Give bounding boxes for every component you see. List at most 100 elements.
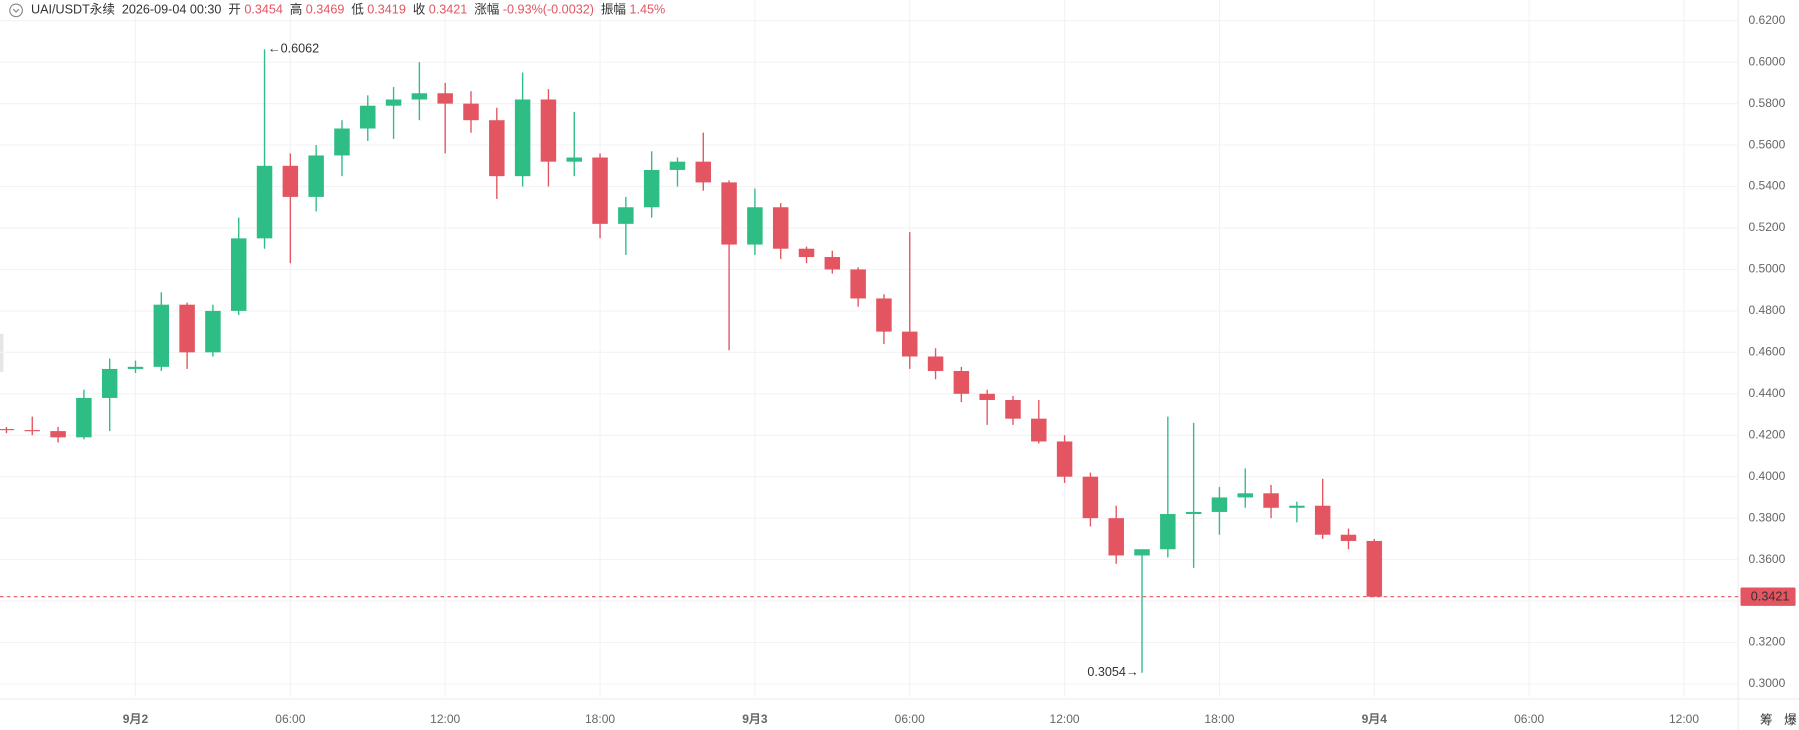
candle-body bbox=[669, 161, 686, 170]
candle-body bbox=[1211, 497, 1228, 512]
y-tick-label: 0.4000 bbox=[1749, 469, 1786, 483]
y-tick-label: 0.5800 bbox=[1749, 96, 1786, 110]
last-price-tag bbox=[1740, 587, 1796, 606]
field-value: 0.3469 bbox=[306, 3, 345, 17]
candle-body bbox=[721, 182, 737, 245]
candle-body bbox=[1056, 441, 1073, 477]
annotation-arrow: → bbox=[1126, 665, 1139, 679]
candle-body bbox=[489, 120, 505, 177]
candle-body bbox=[1340, 534, 1357, 541]
candle-body bbox=[24, 430, 41, 432]
y-tick-label: 0.3000 bbox=[1749, 676, 1786, 690]
annotation-label: 0.3054 bbox=[1087, 665, 1126, 679]
candle-body bbox=[540, 99, 557, 162]
candle-body bbox=[127, 366, 144, 369]
candle-body bbox=[1005, 400, 1021, 419]
candle-body bbox=[76, 397, 92, 438]
candle-body bbox=[179, 304, 195, 353]
x-tick-label: 9月3 bbox=[742, 712, 768, 726]
y-tick-label: 0.6000 bbox=[1749, 54, 1786, 68]
header: UAI/USDT永续 2026-09-04 00:30 开 0.3454 高 0.3469… bbox=[31, 2, 665, 17]
candle-body bbox=[566, 157, 582, 162]
candle-body bbox=[824, 257, 841, 270]
y-tick-label: 0.3200 bbox=[1749, 635, 1786, 649]
candle-body bbox=[334, 128, 350, 156]
candle-body bbox=[205, 310, 221, 353]
candle-body bbox=[360, 105, 376, 129]
candle-body bbox=[618, 207, 634, 224]
grid bbox=[0, 0, 1739, 697]
x-tick-label: 18:00 bbox=[585, 712, 615, 726]
candle-body bbox=[50, 431, 66, 438]
field-value: 1.45% bbox=[629, 3, 665, 17]
candle-body bbox=[695, 161, 712, 183]
candle-body bbox=[772, 207, 789, 249]
x-tick-label: 12:00 bbox=[1669, 712, 1699, 726]
field-value: 0.3454 bbox=[244, 3, 283, 17]
symbol: UAI/USDT永续 bbox=[31, 3, 115, 17]
y-tick-label: 0.4600 bbox=[1749, 345, 1786, 359]
candle-body bbox=[101, 368, 118, 398]
y-tick-label: 0.3600 bbox=[1749, 552, 1786, 566]
candle-body bbox=[437, 93, 453, 104]
y-tick-label: 0.4200 bbox=[1749, 427, 1786, 441]
last-price-label: 0.3421 bbox=[1751, 590, 1790, 604]
y-tick-label: 0.6200 bbox=[1749, 13, 1786, 27]
candle-body bbox=[411, 93, 428, 100]
y-tick-label: 0.4800 bbox=[1749, 303, 1786, 317]
candle-body bbox=[1134, 549, 1150, 556]
field-name: 低 bbox=[351, 3, 364, 17]
candle-body bbox=[1263, 493, 1279, 508]
x-tick-label: 18:00 bbox=[1204, 712, 1234, 726]
field-name: 振幅 bbox=[601, 3, 626, 17]
x-tick-label: 06:00 bbox=[895, 712, 925, 726]
y-tick-label: 0.4400 bbox=[1749, 386, 1786, 400]
candle-body bbox=[1082, 476, 1099, 519]
axes: 0.30000.32000.34000.36000.38000.40000.42… bbox=[123, 13, 1786, 726]
collapse-icon[interactable] bbox=[9, 3, 23, 18]
annotation-label: 0.6062 bbox=[281, 42, 320, 56]
y-tick-label: 0.5000 bbox=[1749, 262, 1786, 276]
field-name: 涨幅 bbox=[474, 3, 499, 17]
candles bbox=[0, 49, 1383, 673]
candle-body bbox=[979, 393, 995, 401]
x-tick-label: 9月2 bbox=[123, 712, 149, 726]
toolbar-button[interactable]: 筹 bbox=[1760, 712, 1773, 727]
candle-body bbox=[643, 169, 660, 208]
candle-body bbox=[953, 370, 970, 394]
x-tick-label: 12:00 bbox=[1050, 712, 1080, 726]
field-name: 高 bbox=[290, 2, 303, 17]
candle-body bbox=[850, 269, 866, 299]
x-tick-label: 12:00 bbox=[430, 712, 460, 726]
candle-body bbox=[1108, 518, 1124, 556]
candle-body bbox=[385, 99, 402, 106]
candle-body bbox=[592, 157, 608, 224]
toolbar-button[interactable]: 爆 bbox=[1784, 713, 1797, 727]
candle-body bbox=[747, 207, 763, 245]
field-name: 收 bbox=[413, 3, 426, 17]
field-value: 0.3419 bbox=[367, 3, 406, 17]
candle-body bbox=[876, 298, 892, 332]
candle-body bbox=[230, 238, 247, 311]
candle-body bbox=[1031, 418, 1047, 442]
candle-body bbox=[256, 165, 273, 239]
annotation-arrow: ← bbox=[268, 42, 281, 56]
timestamp: 2026-09-04 00:30 bbox=[122, 3, 222, 17]
candle-body bbox=[0, 429, 15, 431]
candle-body bbox=[798, 248, 815, 258]
candle-body bbox=[1237, 493, 1253, 498]
y-tick-label: 0.5400 bbox=[1749, 179, 1786, 193]
candle-body bbox=[282, 165, 299, 197]
collapse-chevron bbox=[12, 8, 20, 13]
y-tick-label: 0.5200 bbox=[1749, 220, 1786, 234]
field-value: -0.93%(-0.0032) bbox=[503, 3, 594, 17]
candle-body bbox=[308, 155, 324, 197]
x-tick-label: 9月4 bbox=[1362, 712, 1388, 726]
candle-body bbox=[1366, 540, 1383, 597]
candle-body bbox=[1185, 511, 1202, 515]
y-tick-label: 0.5600 bbox=[1749, 137, 1786, 151]
x-tick-label: 06:00 bbox=[1514, 712, 1544, 726]
candle-body bbox=[514, 99, 531, 177]
